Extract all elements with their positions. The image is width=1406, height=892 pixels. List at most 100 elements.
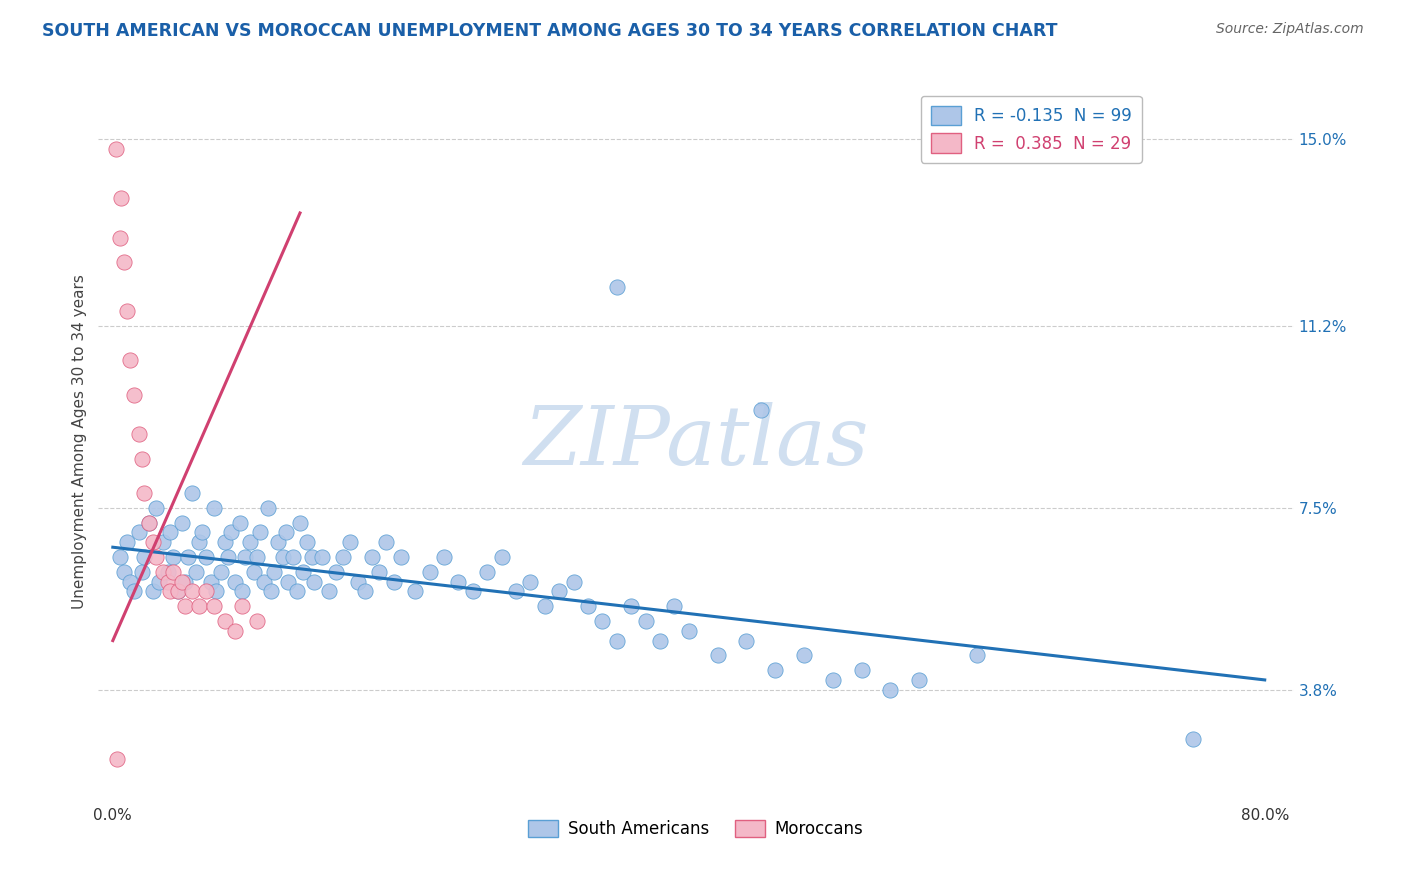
Point	[112, 255, 135, 269]
Point	[170, 516, 193, 530]
Point	[267, 535, 290, 549]
Point	[325, 565, 347, 579]
Point	[318, 584, 340, 599]
Point	[142, 535, 165, 549]
Point	[188, 599, 211, 614]
Point	[231, 584, 253, 599]
Point	[166, 584, 188, 599]
Point	[142, 584, 165, 599]
Point	[115, 304, 138, 318]
Point	[224, 624, 246, 638]
Point	[277, 574, 299, 589]
Point	[879, 682, 901, 697]
Point	[735, 633, 758, 648]
Point	[195, 584, 218, 599]
Point	[166, 584, 188, 599]
Point	[382, 574, 405, 589]
Point	[115, 535, 138, 549]
Point	[404, 584, 426, 599]
Point	[104, 142, 127, 156]
Point	[274, 525, 297, 540]
Point	[447, 574, 470, 589]
Point	[156, 565, 179, 579]
Text: Source: ZipAtlas.com: Source: ZipAtlas.com	[1216, 22, 1364, 37]
Point	[176, 549, 198, 564]
Point	[134, 486, 156, 500]
Point	[346, 574, 368, 589]
Point	[200, 574, 222, 589]
Point	[288, 516, 311, 530]
Point	[368, 565, 391, 579]
Point	[339, 535, 361, 549]
Point	[763, 663, 786, 677]
Legend: South Americans, Moroccans: South Americans, Moroccans	[522, 814, 870, 845]
Point	[233, 549, 256, 564]
Point	[173, 599, 195, 614]
Y-axis label: Unemployment Among Ages 30 to 34 years: Unemployment Among Ages 30 to 34 years	[72, 274, 87, 609]
Point	[145, 500, 167, 515]
Point	[186, 565, 208, 579]
Point	[433, 549, 456, 564]
Point	[821, 673, 844, 687]
Point	[108, 549, 131, 564]
Point	[419, 565, 441, 579]
Point	[138, 516, 160, 530]
Point	[253, 574, 276, 589]
Point	[145, 549, 167, 564]
Point	[159, 584, 181, 599]
Point	[606, 279, 628, 293]
Point	[152, 535, 174, 549]
Point	[202, 500, 225, 515]
Point	[301, 549, 323, 564]
Point	[214, 614, 236, 628]
Point	[205, 584, 228, 599]
Point	[851, 663, 873, 677]
Point	[908, 673, 931, 687]
Point	[231, 599, 253, 614]
Point	[477, 565, 499, 579]
Point	[548, 584, 571, 599]
Point	[209, 565, 232, 579]
Point	[202, 599, 225, 614]
Point	[128, 427, 150, 442]
Point	[156, 574, 179, 589]
Point	[648, 633, 671, 648]
Point	[793, 648, 815, 663]
Point	[519, 574, 541, 589]
Point	[243, 565, 266, 579]
Point	[108, 230, 131, 244]
Point	[271, 549, 294, 564]
Point	[120, 574, 142, 589]
Point	[191, 525, 214, 540]
Text: SOUTH AMERICAN VS MOROCCAN UNEMPLOYMENT AMONG AGES 30 TO 34 YEARS CORRELATION CH: SOUTH AMERICAN VS MOROCCAN UNEMPLOYMENT …	[42, 22, 1057, 40]
Point	[138, 516, 160, 530]
Point	[239, 535, 262, 549]
Point	[291, 565, 314, 579]
Point	[131, 565, 153, 579]
Point	[620, 599, 643, 614]
Point	[533, 599, 555, 614]
Point	[246, 614, 269, 628]
Point	[112, 565, 135, 579]
Point	[249, 525, 271, 540]
Point	[353, 584, 375, 599]
Point	[304, 574, 326, 589]
Point	[664, 599, 686, 614]
Point	[295, 535, 318, 549]
Point	[389, 549, 412, 564]
Point	[195, 549, 218, 564]
Point	[749, 402, 772, 417]
Point	[181, 486, 204, 500]
Point	[105, 751, 128, 765]
Point	[173, 574, 195, 589]
Point	[634, 614, 657, 628]
Point	[263, 565, 285, 579]
Point	[224, 574, 246, 589]
Point	[576, 599, 599, 614]
Point	[678, 624, 700, 638]
Point	[159, 525, 181, 540]
Point	[219, 525, 242, 540]
Point	[188, 535, 211, 549]
Point	[260, 584, 283, 599]
Point	[505, 584, 527, 599]
